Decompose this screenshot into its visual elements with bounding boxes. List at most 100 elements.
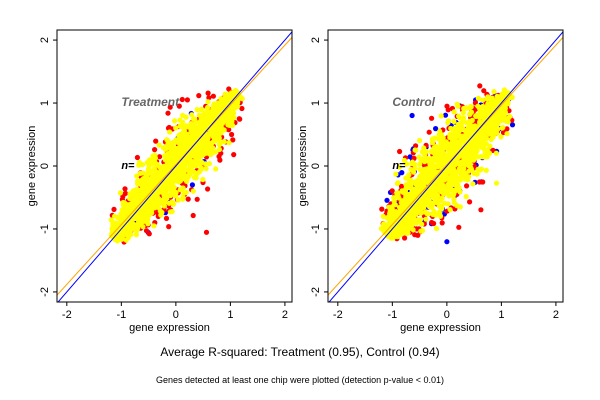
yellow-point [392, 224, 398, 230]
red-point [429, 219, 435, 226]
yellow-point [439, 164, 445, 170]
yellow-point [470, 135, 476, 141]
red-point [444, 103, 450, 109]
yellow-point [420, 203, 426, 210]
yellow-point [448, 181, 454, 187]
yellow-point [430, 211, 436, 218]
yellow-point [151, 167, 157, 173]
yellow-point [455, 121, 461, 128]
x-tick-label: 0 [173, 309, 179, 321]
yellow-point [133, 191, 139, 197]
yellow-point [440, 135, 446, 141]
red-point [165, 110, 171, 116]
yellow-point [137, 170, 143, 176]
yellow-point [188, 134, 194, 140]
red-point [122, 190, 128, 196]
yellow-point [194, 107, 200, 113]
yellow-point [457, 189, 463, 195]
yellow-point [464, 127, 470, 133]
yellow-point [164, 151, 170, 158]
blue-point [444, 239, 450, 245]
yellow-point [427, 174, 433, 180]
yellow-point [196, 112, 202, 118]
yellow-point [404, 175, 410, 181]
blue-point [442, 112, 449, 118]
yellow-point [169, 208, 175, 215]
yellow-point [380, 213, 386, 219]
yellow-point [151, 205, 157, 211]
yellow-point [433, 225, 440, 232]
yellow-point [421, 166, 428, 172]
red-point [166, 224, 172, 230]
yellow-point [143, 211, 150, 217]
yellow-point [403, 230, 409, 236]
red-point [230, 137, 236, 143]
yellow-point [200, 176, 206, 183]
yellow-point [422, 196, 428, 202]
yellow-point [182, 141, 188, 147]
yellow-point [206, 141, 212, 147]
fit-line [328, 36, 563, 296]
yellow-point [429, 139, 435, 145]
yellow-point [220, 119, 226, 125]
yellow-point [137, 207, 143, 213]
yellow-point [213, 166, 219, 172]
yellow-point [139, 186, 145, 192]
yellow-point [177, 117, 183, 123]
yellow-point [410, 227, 416, 233]
yellow-point [403, 186, 409, 192]
yellow-point [196, 124, 202, 130]
yellow-point [399, 228, 405, 234]
red-point [205, 186, 211, 192]
yellow-point [460, 118, 466, 125]
y-tick-label: -1 [39, 224, 51, 234]
yellow-point [484, 147, 490, 153]
red-point [239, 105, 245, 112]
yellow-point [225, 122, 231, 128]
identity-line [328, 31, 563, 302]
yellow-point [429, 148, 435, 154]
yellow-point [153, 172, 159, 178]
yellow-point [445, 120, 451, 126]
yellow-point [188, 121, 194, 127]
yellow-point [154, 195, 161, 201]
yellow-point [494, 110, 500, 116]
yellow-point [417, 161, 423, 167]
yellow-point [501, 87, 507, 93]
yellow-point [405, 221, 411, 227]
red-point [464, 183, 470, 189]
yellow-point [467, 161, 473, 167]
yellow-point [123, 237, 129, 243]
yellow-point [483, 167, 489, 173]
yellow-point [468, 103, 474, 110]
n-label: n= [121, 160, 135, 172]
yellow-point [387, 211, 393, 217]
yellow-point [487, 107, 493, 113]
yellow-point [498, 134, 504, 140]
yellow-point [466, 142, 472, 148]
yellow-point [447, 207, 453, 213]
yellow-point [200, 138, 206, 144]
yellow-point [471, 155, 477, 161]
yellow-point [439, 157, 445, 163]
yellow-point [453, 143, 459, 149]
yellow-point [453, 177, 459, 183]
red-point [426, 129, 432, 135]
x-tick-label: -2 [333, 309, 343, 321]
yellow-point [194, 150, 200, 156]
yellow-point [440, 182, 446, 188]
panel-control: -2 -1 0 1 2 -2 -1 0 1 2 gene expression gene expres… [297, 29, 564, 334]
panel-treatment: -2 -1 0 1 2 -2 -1 0 1 2 gene expression gene expres… [26, 29, 293, 334]
x-axis-label: gene expression [129, 322, 210, 334]
panel-title: Treatment [121, 95, 180, 109]
red-point [210, 93, 216, 99]
yellow-point [454, 181, 460, 188]
yellow-point [437, 204, 443, 210]
yellow-point [179, 186, 185, 192]
yellow-point [443, 190, 449, 196]
yellow-point [467, 111, 473, 117]
yellow-point [408, 182, 414, 188]
rsquared-caption: Average R-squared: Treatment (0.95), Con… [160, 345, 439, 359]
red-point [111, 206, 117, 212]
